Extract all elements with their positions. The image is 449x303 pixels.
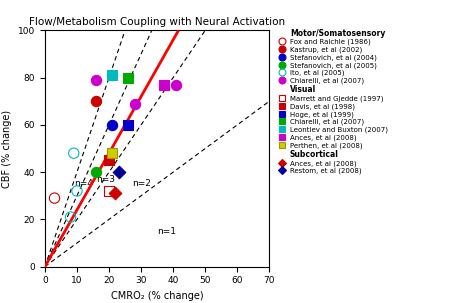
Point (92, 170, 100, 175)
Title: Flow/Metabolism Coupling with Neural Activation: Flow/Metabolism Coupling with Neural Act… (29, 17, 285, 27)
Point (73, 188, 80, 193)
Legend: Motor/Somatosensory, Fox and Raichle (1986), Kastrup, et al (2002), Stefanovich,: Motor/Somatosensory, Fox and Raichle (19… (274, 28, 388, 175)
Point (106, 158, 113, 163)
Point (109, 151, 116, 156)
Point (125, 75, 132, 80)
Point (131, 101, 138, 106)
Point (112, 191, 119, 196)
Point (106, 188, 113, 193)
Point (92, 99, 100, 104)
Point (109, 73, 116, 78)
Point (109, 122, 116, 127)
Y-axis label: CBF (% change): CBF (% change) (2, 109, 13, 188)
Point (109, 73, 116, 78)
Point (115, 170, 122, 175)
Text: n=3: n=3 (97, 175, 115, 184)
Text: n=1: n=1 (157, 227, 176, 236)
Point (125, 122, 132, 127)
Point (51, 196, 58, 201)
Point (160, 82, 167, 87)
Point (70, 151, 77, 156)
Point (67, 215, 74, 219)
Text: n=4: n=4 (74, 179, 93, 188)
Point (173, 82, 180, 87)
X-axis label: CMRO₂ (% change): CMRO₂ (% change) (111, 291, 203, 301)
Point (92, 78, 100, 82)
Text: n=2: n=2 (132, 179, 150, 188)
